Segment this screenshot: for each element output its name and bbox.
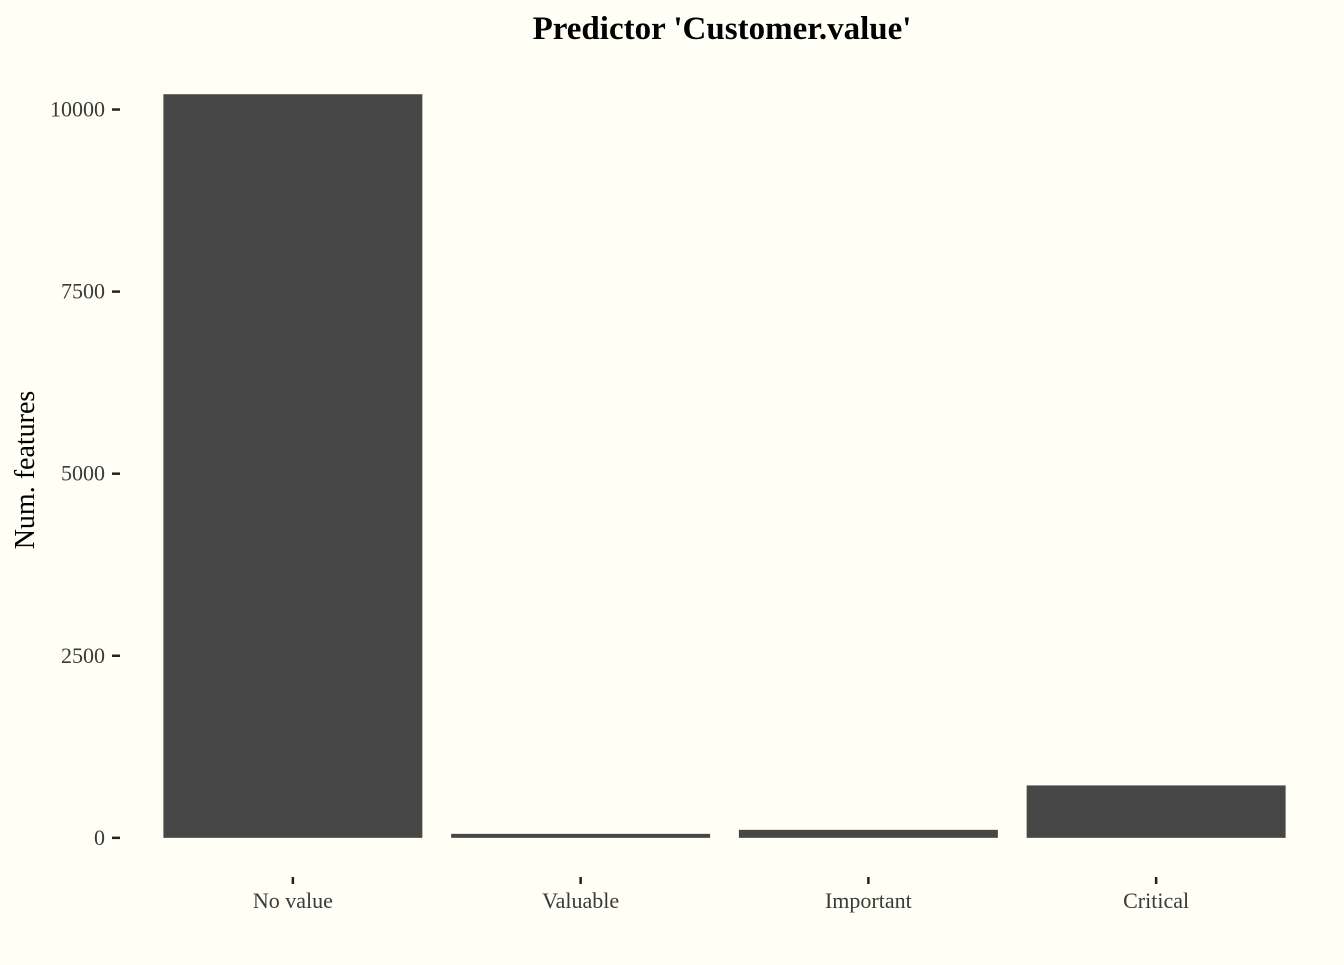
bars-group [163, 94, 1286, 838]
x-tick-label: Important [825, 888, 912, 913]
y-tick-label: 7500 [61, 279, 105, 304]
bar-no-value [163, 94, 423, 838]
y-tick-label: 5000 [61, 461, 105, 486]
bar-important [738, 829, 998, 838]
x-axis: No value Valuable Important Critical [253, 877, 1189, 913]
y-axis-label: Num. features [10, 391, 41, 550]
bar-critical [1026, 785, 1286, 838]
bar-valuable [451, 833, 711, 838]
y-axis: 0 2500 5000 7500 10000 [50, 97, 120, 850]
y-tick-label: 10000 [50, 97, 105, 122]
x-tick-label: Valuable [542, 888, 619, 913]
x-tick-label: No value [253, 888, 333, 913]
y-tick-label: 0 [94, 825, 105, 850]
chart-title: Predictor 'Customer.value' [533, 11, 912, 47]
y-tick-label: 2500 [61, 643, 105, 668]
x-tick-label: Critical [1123, 888, 1189, 913]
